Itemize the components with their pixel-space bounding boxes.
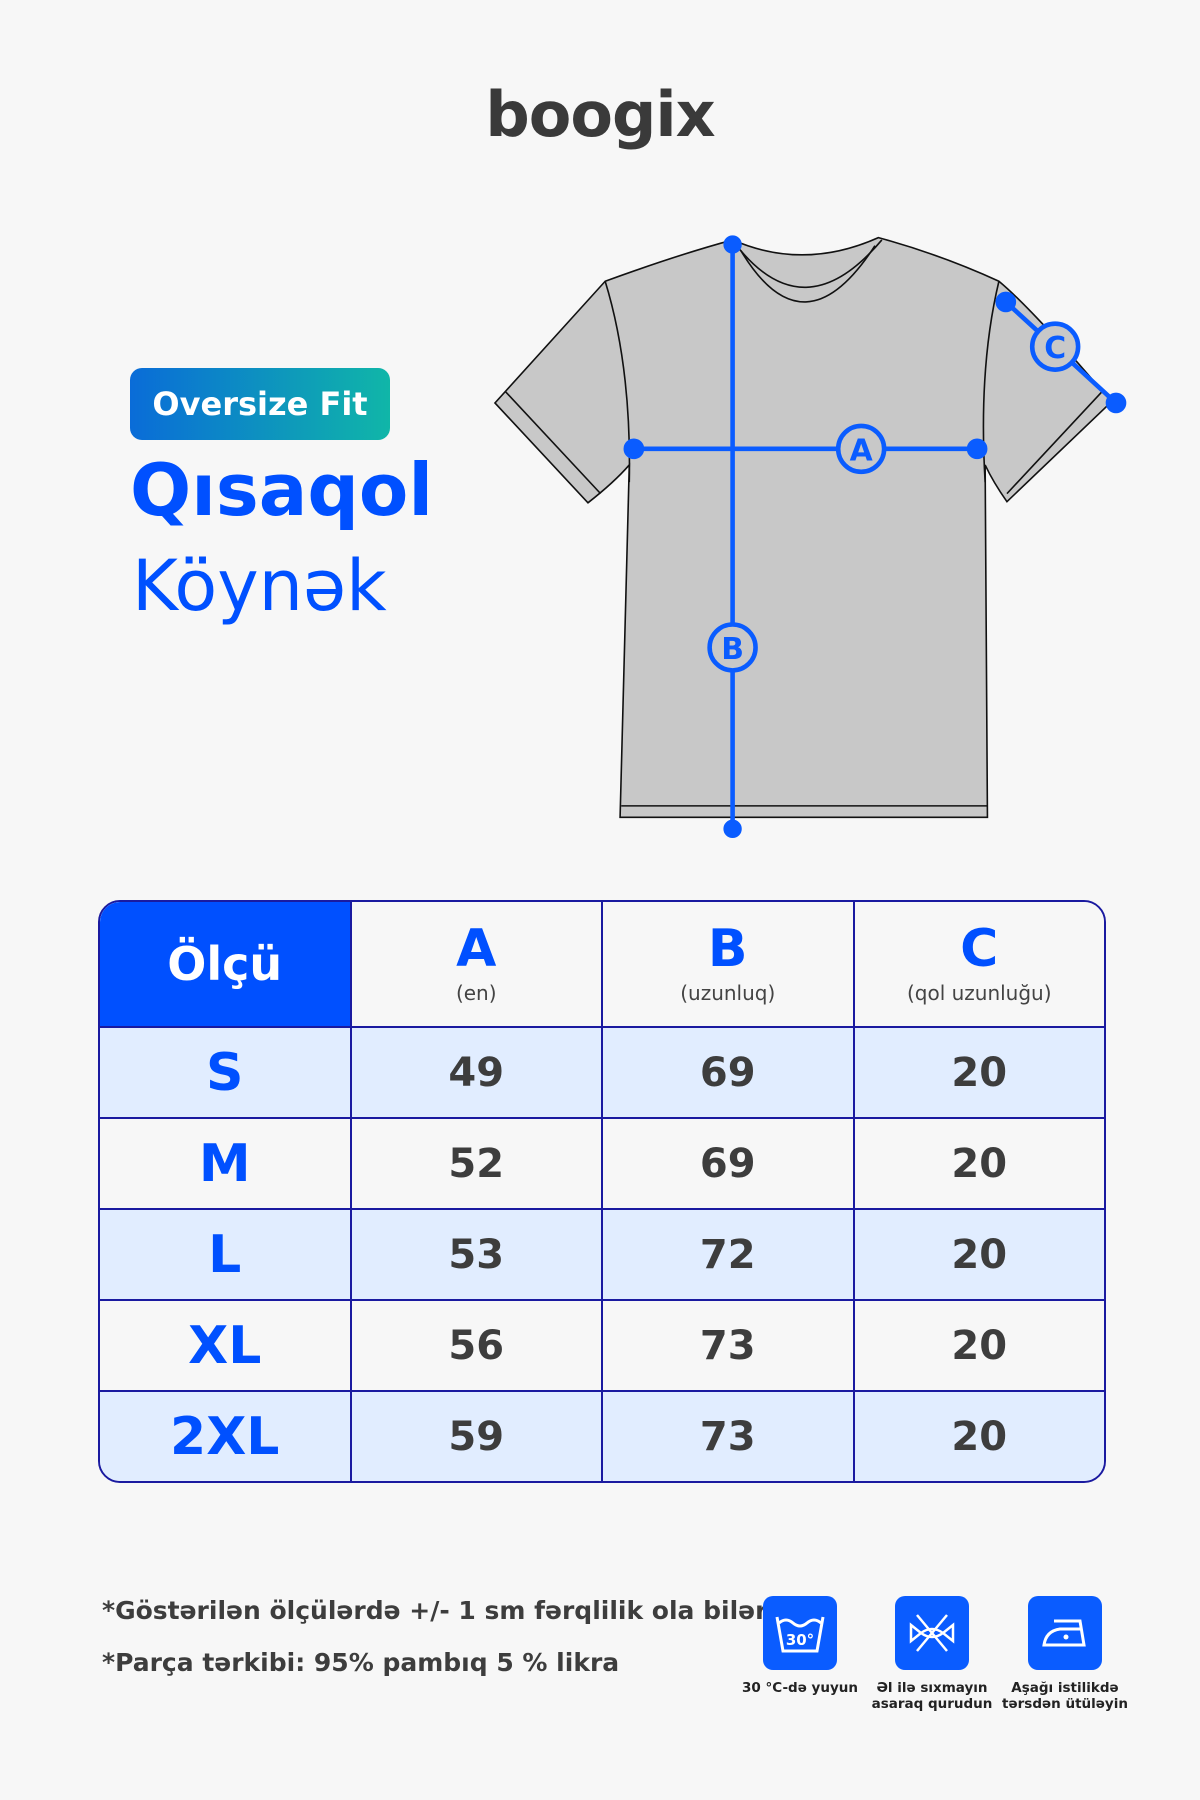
table-row: S 49 69 20: [100, 1026, 1104, 1117]
column-letter: B: [707, 919, 748, 979]
value-b: 73: [601, 1392, 853, 1481]
value-c: 20: [852, 1210, 1105, 1299]
size-cell: XL: [188, 1315, 262, 1376]
value-a: 52: [349, 1119, 602, 1208]
care-label: 30 °C-də yuyun: [741, 1680, 858, 1696]
value-c: 20: [852, 1119, 1105, 1208]
brand-logo: boogix: [485, 78, 715, 151]
table-header-row: Ölçü A (en) B (uzunluq) C (qol uzunluğu): [100, 902, 1104, 1026]
size-column-header: Ölçü: [100, 902, 350, 1026]
fit-badge: Oversize Fit: [130, 368, 390, 440]
value-c: 20: [852, 1028, 1105, 1117]
value-a: 49: [349, 1028, 602, 1117]
do-not-wring-icon: [895, 1596, 969, 1670]
value-b: 72: [601, 1210, 853, 1299]
value-b: 69: [601, 1119, 853, 1208]
column-letter: C: [960, 919, 999, 979]
care-wash: 30° 30 °C-də yuyun: [734, 1596, 866, 1696]
value-c: 20: [852, 1301, 1105, 1390]
table-row: 2XL 59 73 20: [100, 1390, 1104, 1481]
column-desc: (en): [455, 981, 497, 1005]
size-cell: M: [198, 1133, 251, 1194]
wash-temp: 30°: [786, 1631, 814, 1649]
measure-a-label: A: [850, 433, 873, 468]
value-b: 73: [601, 1301, 853, 1390]
product-title-line2: Köynək: [132, 545, 387, 627]
tolerance-note: *Göstərilən ölçülərdə +/- 1 sm fərqlilik…: [102, 1596, 774, 1625]
fabric-note: *Parça tərkibi: 95% pambıq 5 % likra: [102, 1648, 620, 1677]
product-title-line1: Qısaqol: [130, 448, 434, 532]
measure-b-label: B: [721, 632, 744, 667]
care-iron: Aşağı istilikdə tərsdən ütüləyin: [999, 1596, 1131, 1712]
table-row: M 52 69 20: [100, 1117, 1104, 1208]
size-cell: 2XL: [170, 1406, 280, 1467]
tshirt-shape: [493, 236, 1113, 819]
value-b: 69: [601, 1028, 853, 1117]
table-row: L 53 72 20: [100, 1208, 1104, 1299]
wash-30-icon: 30°: [763, 1596, 837, 1670]
column-header-c: C (qol uzunluğu): [852, 902, 1105, 1026]
value-a: 56: [349, 1301, 602, 1390]
column-desc: (uzunluq): [680, 981, 776, 1005]
value-c: 20: [852, 1392, 1105, 1481]
size-cell: L: [208, 1224, 242, 1285]
care-wring: Əl ilə sıxmayın asaraq qurudun: [866, 1596, 998, 1712]
care-label: Əl ilə sıxmayın asaraq qurudun: [871, 1680, 993, 1713]
column-desc: (qol uzunluğu): [906, 981, 1052, 1005]
value-a: 53: [349, 1210, 602, 1299]
value-a: 59: [349, 1392, 602, 1481]
table-row: XL 56 73 20: [100, 1299, 1104, 1390]
size-table: Ölçü A (en) B (uzunluq) C (qol uzunluğu)…: [98, 900, 1106, 1483]
iron-low-icon: [1028, 1596, 1102, 1670]
column-letter: A: [456, 919, 497, 979]
measure-c-label: C: [1044, 331, 1066, 366]
column-header-b: B (uzunluq): [601, 902, 853, 1026]
size-cell: S: [206, 1042, 244, 1103]
care-label: Aşağı istilikdə tərsdən ütüləyin: [1002, 1680, 1128, 1713]
column-header-a: A (en): [349, 902, 602, 1026]
